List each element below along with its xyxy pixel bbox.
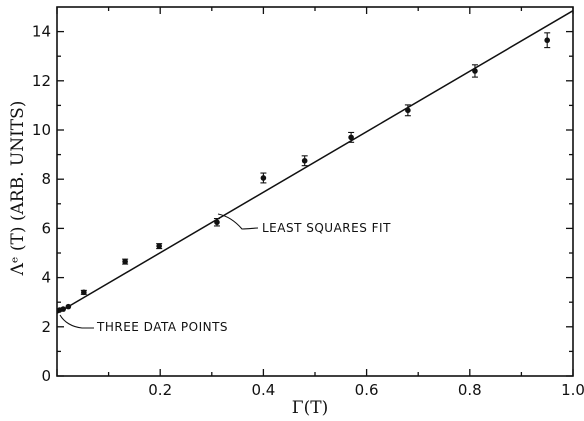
data-points (56, 32, 551, 313)
data-point (472, 68, 478, 74)
fit-annotation-label: LEAST SQUARES FIT (262, 221, 391, 235)
data-point (156, 243, 162, 249)
data-point (122, 258, 128, 265)
y-tick-label: 12 (32, 72, 51, 90)
data-point (60, 306, 66, 312)
points-annotation-label: THREE DATA POINTS (96, 320, 228, 334)
y-axis: 0 2 4 6 8 10 12 14 (32, 23, 573, 385)
x-tick-label: 0.4 (251, 381, 275, 399)
least-squares-fit-line (56, 10, 574, 314)
data-point (348, 134, 354, 141)
y-tick-label: 6 (41, 219, 51, 237)
data-point (301, 157, 308, 164)
y-tick-label: 0 (41, 367, 51, 385)
x-axis-title: Γ(T) (292, 398, 328, 418)
y-tick-label: 14 (32, 23, 51, 41)
fit-annotation-leader (217, 213, 259, 230)
x-tick-label: 0.8 (458, 381, 482, 399)
y-axis-title: Λᵉ (T) (ARB. UNITS) (8, 101, 28, 277)
data-point (260, 175, 267, 181)
y-tick-label: 2 (41, 318, 51, 336)
data-point (81, 289, 87, 296)
y-tick-label: 10 (32, 121, 51, 139)
y-tick-label: 8 (41, 170, 51, 188)
fit-line-group (56, 10, 574, 314)
points-annotation-leader (59, 314, 94, 329)
data-point (214, 219, 220, 226)
x-tick-label: 1.0 (561, 381, 584, 399)
x-axis: 0.2 0.4 0.6 0.8 1.0 (56, 7, 584, 399)
x-tick-label: 0.2 (148, 381, 172, 399)
data-point (65, 303, 72, 310)
data-point (544, 37, 550, 44)
x-tick-label: 0.6 (355, 381, 379, 399)
data-point (405, 107, 411, 114)
y-tick-label: 4 (41, 269, 51, 287)
